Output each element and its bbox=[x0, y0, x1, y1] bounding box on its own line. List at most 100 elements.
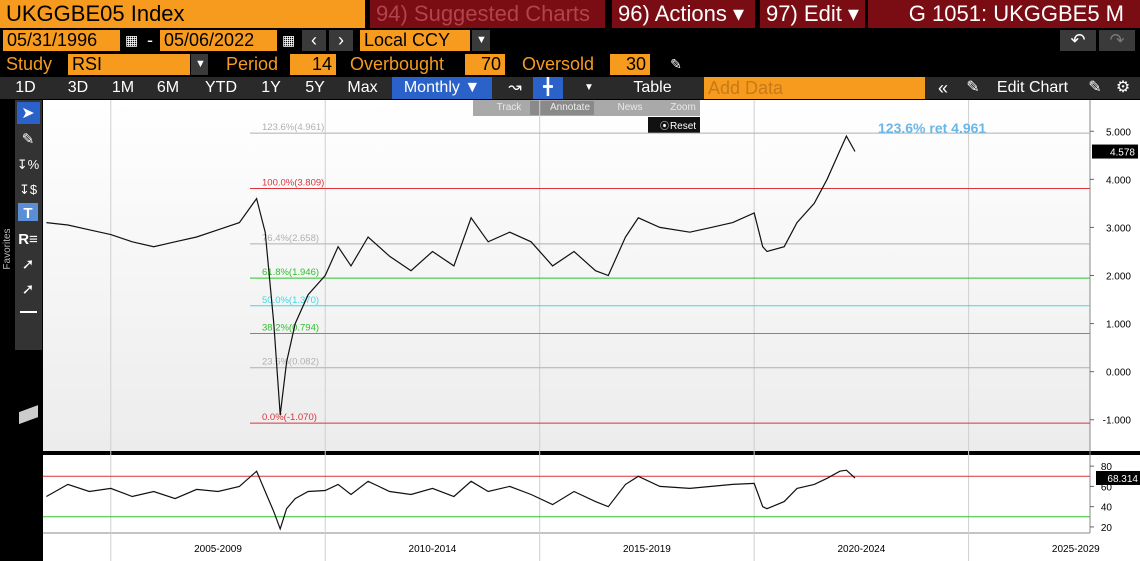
dollar-tool[interactable]: ↧$ bbox=[19, 182, 38, 197]
x-axis-panel bbox=[43, 533, 1140, 561]
reset-button[interactable] bbox=[648, 117, 700, 133]
range-button[interactable]: 5Y bbox=[296, 77, 334, 99]
start-date-field[interactable]: 05/31/1996 bbox=[3, 30, 120, 51]
oversold-field[interactable]: 30 bbox=[610, 54, 650, 75]
actions-menu[interactable]: 96) Actions ▾ bbox=[612, 0, 755, 28]
retracement-label: 100.0%(3.809) bbox=[262, 178, 324, 189]
range-button[interactable]: YTD bbox=[196, 77, 246, 99]
table-button[interactable]: Table bbox=[605, 77, 700, 99]
edit-chart-icon: ✎ bbox=[962, 77, 984, 99]
y-tick-label: 2.000 bbox=[1106, 272, 1131, 283]
last-value-tag bbox=[1092, 144, 1138, 159]
chart-area: ➤ ✎ ↧% ↧$ T R≡ ➚ ➚ Favorites Track Annot… bbox=[0, 99, 1140, 561]
annotate-option[interactable]: Annotate bbox=[550, 102, 590, 113]
series-line bbox=[46, 469, 856, 531]
y-tick-label: 4.000 bbox=[1106, 175, 1131, 186]
retracement-label: 61.8%(1.946) bbox=[262, 267, 319, 278]
pen-tool[interactable]: ✎ bbox=[22, 131, 35, 148]
track-option[interactable]: Track bbox=[497, 102, 523, 113]
y-tick-label: 0.000 bbox=[1106, 368, 1131, 379]
period-label: Period bbox=[226, 54, 279, 74]
study-label: Study bbox=[6, 54, 53, 74]
channel-tool[interactable] bbox=[19, 405, 38, 425]
x-tick-label: 2010-2014 bbox=[409, 544, 457, 555]
pencil-icon[interactable]: ✎ bbox=[670, 56, 682, 72]
x-tick-label: 2020-2024 bbox=[837, 544, 885, 555]
x-tick-label: 2005-2009 bbox=[194, 544, 242, 555]
y-tick-label: 3.000 bbox=[1106, 223, 1131, 234]
retracement-label: 23.6%(0.082) bbox=[262, 357, 319, 368]
currency-field[interactable]: Local CCY bbox=[360, 30, 470, 51]
line-style-button[interactable]: ↝ bbox=[500, 77, 530, 99]
favorites-tab[interactable]: Favorites bbox=[2, 228, 13, 269]
y-tick-label: 1.000 bbox=[1106, 320, 1131, 331]
currency-dropdown[interactable]: ▼ bbox=[472, 30, 490, 51]
undo-button[interactable]: ↶ bbox=[1060, 30, 1096, 51]
retracement-label: 50.0%(1.370) bbox=[262, 295, 319, 306]
edit-chart-button[interactable]: Edit Chart bbox=[985, 77, 1080, 99]
y-tick-label: 20 bbox=[1101, 523, 1113, 534]
retracement-label: 76.4%(2.658) bbox=[262, 233, 319, 244]
last-value-label: 4.578 bbox=[1110, 148, 1135, 159]
x-tick-label: 2025-2029 bbox=[1052, 544, 1100, 555]
date-separator: - bbox=[147, 30, 153, 50]
collapse-button[interactable]: « bbox=[930, 77, 956, 99]
security-field[interactable]: UKGGBE05 Index bbox=[0, 0, 365, 28]
range-button[interactable]: 3D bbox=[58, 77, 98, 99]
add-data-field[interactable]: Add Data bbox=[704, 77, 925, 99]
annotate-highlight bbox=[530, 101, 594, 115]
edit-menu[interactable]: 97) Edit ▾ bbox=[760, 0, 865, 28]
settings-icon[interactable]: ⚙ bbox=[1110, 77, 1136, 99]
drawing-toolbar bbox=[15, 100, 42, 350]
overbought-field[interactable]: 70 bbox=[465, 54, 505, 75]
range-button[interactable]: 1Y bbox=[253, 77, 289, 99]
range-button[interactable]: 1D bbox=[3, 77, 48, 99]
rsi-panel bbox=[43, 455, 1090, 533]
y-tick-label: 5.000 bbox=[1106, 127, 1131, 138]
style-dropdown[interactable]: ▼ bbox=[578, 77, 600, 99]
reset-icon: ⦿ bbox=[660, 121, 669, 131]
overbought-label: Overbought bbox=[350, 54, 445, 74]
zoom-option[interactable]: Zoom bbox=[670, 102, 696, 113]
y-tick-label: 60 bbox=[1101, 482, 1113, 493]
text-tool[interactable] bbox=[18, 203, 38, 221]
price-panel bbox=[43, 100, 1090, 451]
range-button[interactable]: 1M bbox=[103, 77, 143, 99]
last-value-tag bbox=[1096, 470, 1140, 485]
retracement-label: 123.6%(4.961) bbox=[262, 122, 324, 133]
period-field[interactable]: 14 bbox=[290, 54, 336, 75]
page-code: G 1051: UKGGBE5 M bbox=[868, 0, 1140, 28]
y-tick-label: 80 bbox=[1101, 462, 1113, 473]
frequency-button[interactable]: Monthly ▼ bbox=[392, 77, 492, 99]
study-field[interactable]: RSI bbox=[68, 54, 190, 75]
pointer-tool[interactable] bbox=[17, 102, 40, 124]
pointer-icon: ➤ bbox=[21, 105, 34, 122]
series-line bbox=[46, 134, 856, 415]
trend-tool[interactable]: ➚ bbox=[22, 281, 35, 298]
percent-tool[interactable]: ↧% bbox=[17, 157, 40, 172]
suggested-charts-button[interactable]: 94) Suggested Charts bbox=[370, 0, 605, 28]
annotate-icon[interactable]: ✎ bbox=[1083, 77, 1107, 99]
range-button[interactable]: Max bbox=[340, 77, 385, 99]
x-tick-label: 2015-2019 bbox=[623, 544, 671, 555]
range-button[interactable]: 6M bbox=[148, 77, 188, 99]
retracement-label: 38.2%(0.794) bbox=[262, 322, 319, 333]
calendar-icon[interactable]: ▦ bbox=[125, 32, 139, 48]
news-option[interactable]: News bbox=[617, 102, 642, 113]
prev-button[interactable]: ‹ bbox=[302, 30, 326, 51]
bar-style-button[interactable]: ╋ bbox=[533, 77, 563, 99]
study-dropdown[interactable]: ▼ bbox=[191, 54, 208, 75]
oversold-label: Oversold bbox=[522, 54, 595, 74]
trend-tool[interactable]: ➚ bbox=[22, 256, 35, 273]
end-date-field[interactable]: 05/06/2022 bbox=[160, 30, 277, 51]
retracement-label: 0.0%(-1.070) bbox=[262, 412, 317, 423]
reset-label: Reset bbox=[670, 121, 696, 132]
y-tick-label: -1.000 bbox=[1103, 416, 1132, 427]
last-value-label: 68.314 bbox=[1107, 474, 1138, 485]
retrace-tool[interactable]: R≡ bbox=[18, 231, 38, 248]
calendar-icon[interactable]: ▦ bbox=[282, 32, 296, 48]
annotation: 123.6% ret 4.961 bbox=[878, 120, 986, 136]
redo-button[interactable]: ↷ bbox=[1099, 30, 1135, 51]
next-button[interactable]: › bbox=[329, 30, 353, 51]
